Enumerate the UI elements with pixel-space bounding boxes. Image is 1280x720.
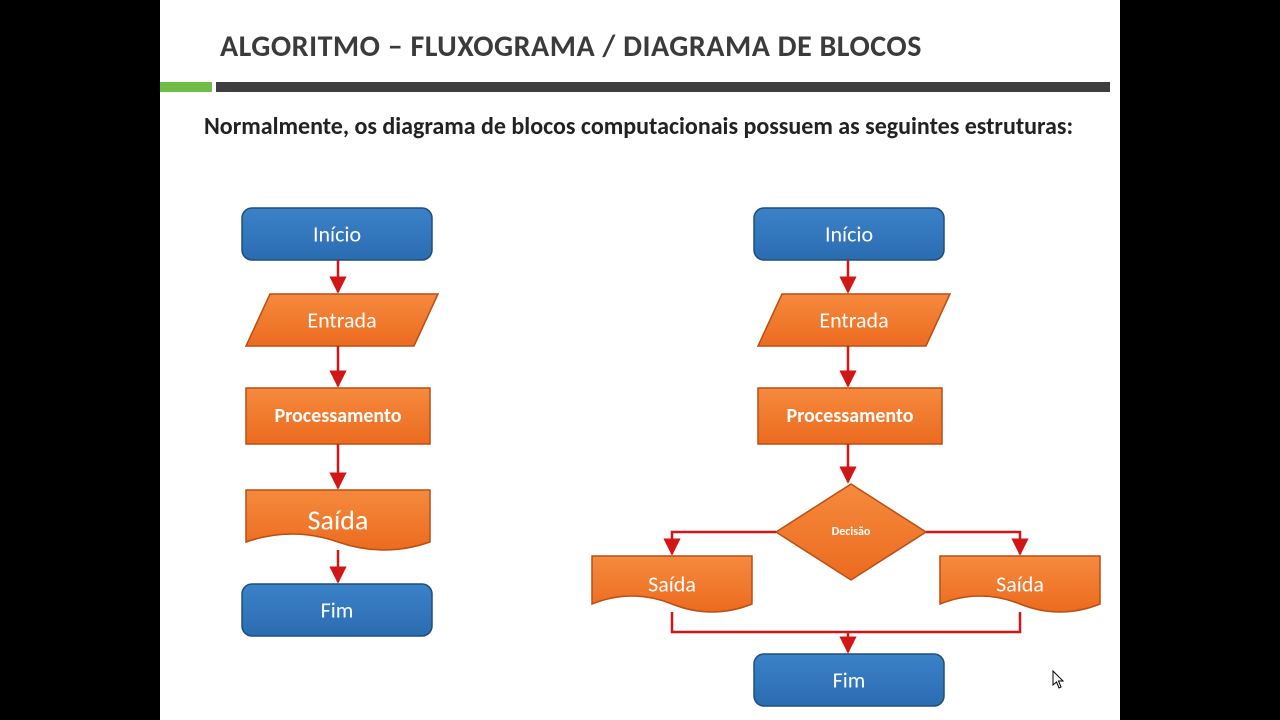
svg-text:Início: Início xyxy=(313,221,361,248)
svg-text:Entrada: Entrada xyxy=(307,307,376,334)
node-r-out-l: Saída xyxy=(592,556,752,612)
node-l-start: Início xyxy=(242,208,432,260)
node-l-output: Saída xyxy=(246,490,430,550)
svg-text:Fim: Fim xyxy=(321,597,354,624)
svg-text:Processamento: Processamento xyxy=(787,404,914,428)
node-r-input: Entrada xyxy=(758,294,950,346)
svg-text:Saída: Saída xyxy=(996,571,1044,598)
node-r-proc: Processamento xyxy=(758,388,942,444)
svg-text:Processamento: Processamento xyxy=(275,404,402,428)
node-l-proc: Processamento xyxy=(246,388,430,444)
svg-text:Entrada: Entrada xyxy=(819,307,888,334)
cursor-icon xyxy=(1052,670,1066,690)
flowchart-canvas: Início Entrada Processamento Saída Fim Início… xyxy=(160,0,1120,720)
svg-text:Saída: Saída xyxy=(648,571,696,598)
node-r-out-r: Saída xyxy=(940,556,1100,612)
slide: ALGORITMO – FLUXOGRAMA / DIAGRAMA DE BLO… xyxy=(160,0,1120,720)
node-r-end: Fim xyxy=(754,654,944,706)
svg-text:Saída: Saída xyxy=(308,503,369,538)
node-l-end: Fim xyxy=(242,584,432,636)
node-r-dec: Decisão xyxy=(776,484,926,580)
node-l-input: Entrada xyxy=(246,294,438,346)
svg-text:Início: Início xyxy=(825,221,873,248)
node-r-start: Início xyxy=(754,208,944,260)
svg-text:Fim: Fim xyxy=(833,667,866,694)
svg-text:Decisão: Decisão xyxy=(832,525,871,539)
